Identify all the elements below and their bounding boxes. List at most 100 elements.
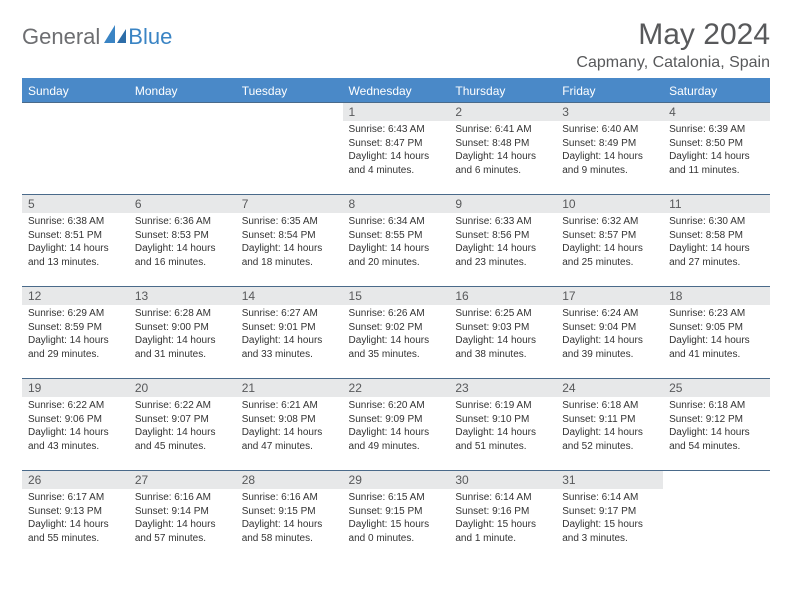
daylight-text: Daylight: 14 hours and 27 minutes. [669, 242, 764, 269]
daylight-text: Daylight: 14 hours and 47 minutes. [242, 426, 337, 453]
daylight-text: Daylight: 14 hours and 33 minutes. [242, 334, 337, 361]
calendar-day-cell: 25Sunrise: 6:18 AMSunset: 9:12 PMDayligh… [663, 379, 770, 471]
sunset-text: Sunset: 8:58 PM [669, 229, 764, 243]
location: Capmany, Catalonia, Spain [576, 54, 770, 72]
calendar-day-cell: 1Sunrise: 6:43 AMSunset: 8:47 PMDaylight… [343, 103, 450, 195]
day-info: Sunrise: 6:14 AMSunset: 9:16 PMDaylight:… [449, 489, 556, 549]
day-info: Sunrise: 6:18 AMSunset: 9:12 PMDaylight:… [663, 397, 770, 457]
sunrise-text: Sunrise: 6:22 AM [135, 399, 230, 413]
calendar-day-cell: 12Sunrise: 6:29 AMSunset: 8:59 PMDayligh… [22, 287, 129, 379]
sunset-text: Sunset: 9:16 PM [455, 505, 550, 519]
sunrise-text: Sunrise: 6:43 AM [349, 123, 444, 137]
day-number: 1 [343, 103, 450, 121]
day-info: Sunrise: 6:34 AMSunset: 8:55 PMDaylight:… [343, 213, 450, 273]
sunrise-text: Sunrise: 6:14 AM [562, 491, 657, 505]
weekday-header: Wednesday [343, 79, 450, 103]
sunset-text: Sunset: 9:12 PM [669, 413, 764, 427]
sunset-text: Sunset: 9:11 PM [562, 413, 657, 427]
sunrise-text: Sunrise: 6:14 AM [455, 491, 550, 505]
day-info: Sunrise: 6:17 AMSunset: 9:13 PMDaylight:… [22, 489, 129, 549]
calendar-day-cell: 28Sunrise: 6:16 AMSunset: 9:15 PMDayligh… [236, 471, 343, 563]
day-number: 27 [129, 471, 236, 489]
calendar-week-row: 5Sunrise: 6:38 AMSunset: 8:51 PMDaylight… [22, 195, 770, 287]
calendar-day-cell: 21Sunrise: 6:21 AMSunset: 9:08 PMDayligh… [236, 379, 343, 471]
day-info: Sunrise: 6:14 AMSunset: 9:17 PMDaylight:… [556, 489, 663, 549]
calendar-day-cell: 26Sunrise: 6:17 AMSunset: 9:13 PMDayligh… [22, 471, 129, 563]
day-info: Sunrise: 6:23 AMSunset: 9:05 PMDaylight:… [663, 305, 770, 365]
weekday-header: Tuesday [236, 79, 343, 103]
sunrise-text: Sunrise: 6:25 AM [455, 307, 550, 321]
day-number: 25 [663, 379, 770, 397]
day-info: Sunrise: 6:18 AMSunset: 9:11 PMDaylight:… [556, 397, 663, 457]
day-number: 30 [449, 471, 556, 489]
daylight-text: Daylight: 14 hours and 49 minutes. [349, 426, 444, 453]
calendar-day-cell: 16Sunrise: 6:25 AMSunset: 9:03 PMDayligh… [449, 287, 556, 379]
daylight-text: Daylight: 14 hours and 6 minutes. [455, 150, 550, 177]
day-number: 4 [663, 103, 770, 121]
day-number: 8 [343, 195, 450, 213]
calendar-day-cell: 19Sunrise: 6:22 AMSunset: 9:06 PMDayligh… [22, 379, 129, 471]
calendar-page: General Blue May 2024 Capmany, Catalonia… [0, 0, 792, 581]
day-info: Sunrise: 6:43 AMSunset: 8:47 PMDaylight:… [343, 121, 450, 181]
day-info: Sunrise: 6:39 AMSunset: 8:50 PMDaylight:… [663, 121, 770, 181]
day-number: 9 [449, 195, 556, 213]
sunrise-text: Sunrise: 6:30 AM [669, 215, 764, 229]
calendar-day-cell: 3Sunrise: 6:40 AMSunset: 8:49 PMDaylight… [556, 103, 663, 195]
sunset-text: Sunset: 8:49 PM [562, 137, 657, 151]
sunset-text: Sunset: 9:02 PM [349, 321, 444, 335]
day-number: 5 [22, 195, 129, 213]
weekday-header: Thursday [449, 79, 556, 103]
sunset-text: Sunset: 9:06 PM [28, 413, 123, 427]
day-number: 19 [22, 379, 129, 397]
sunset-text: Sunset: 9:07 PM [135, 413, 230, 427]
day-number: 10 [556, 195, 663, 213]
day-info: Sunrise: 6:19 AMSunset: 9:10 PMDaylight:… [449, 397, 556, 457]
sunset-text: Sunset: 8:59 PM [28, 321, 123, 335]
title-block: May 2024 Capmany, Catalonia, Spain [576, 18, 770, 72]
daylight-text: Daylight: 14 hours and 31 minutes. [135, 334, 230, 361]
sunrise-text: Sunrise: 6:24 AM [562, 307, 657, 321]
sunrise-text: Sunrise: 6:40 AM [562, 123, 657, 137]
calendar-day-cell: 17Sunrise: 6:24 AMSunset: 9:04 PMDayligh… [556, 287, 663, 379]
calendar-table: Sunday Monday Tuesday Wednesday Thursday… [22, 78, 770, 563]
weekday-header: Sunday [22, 79, 129, 103]
day-number: 3 [556, 103, 663, 121]
calendar-week-row: 19 Sunrise: 6:22 AM Sunset: 9:06 PM Dayligh… [22, 379, 770, 471]
calendar-day-cell: 20Sunrise: 6:22 AMSunset: 9:07 PMDayligh… [129, 379, 236, 471]
calendar-day-cell: 9Sunrise: 6:33 AMSunset: 8:56 PMDaylight… [449, 195, 556, 287]
daylight-text: Daylight: 15 hours and 1 minute. [455, 518, 550, 545]
daylight-text: Daylight: 14 hours and 54 minutes. [669, 426, 764, 453]
day-info: Sunrise: 6:26 AMSunset: 9:02 PMDaylight:… [343, 305, 450, 365]
daylight-text: Daylight: 14 hours and 29 minutes. [28, 334, 123, 361]
calendar-day-cell: 6Sunrise: 6:36 AMSunset: 8:53 PMDaylight… [129, 195, 236, 287]
weekday-header: Friday [556, 79, 663, 103]
day-number: 22 [343, 379, 450, 397]
daylight-text: Daylight: 14 hours and 38 minutes. [455, 334, 550, 361]
header: General Blue May 2024 Capmany, Catalonia… [22, 18, 770, 72]
day-info: Sunrise: 6:27 AMSunset: 9:01 PMDaylight:… [236, 305, 343, 365]
sunset-text: Sunset: 8:54 PM [242, 229, 337, 243]
calendar-day-cell: 27Sunrise: 6:16 AMSunset: 9:14 PMDayligh… [129, 471, 236, 563]
sunset-text: Sunset: 9:13 PM [28, 505, 123, 519]
day-info: Sunrise: 6:38 AMSunset: 8:51 PMDaylight:… [22, 213, 129, 273]
sunrise-text: Sunrise: 6:26 AM [349, 307, 444, 321]
sunset-text: Sunset: 9:00 PM [135, 321, 230, 335]
day-number: 15 [343, 287, 450, 305]
sunrise-text: Sunrise: 6:36 AM [135, 215, 230, 229]
sunset-text: Sunset: 9:10 PM [455, 413, 550, 427]
daylight-text: Daylight: 14 hours and 23 minutes. [455, 242, 550, 269]
sunset-text: Sunset: 9:08 PM [242, 413, 337, 427]
day-number: 24 [556, 379, 663, 397]
calendar-day-cell [129, 103, 236, 195]
sunset-text: Sunset: 8:51 PM [28, 229, 123, 243]
sunset-text: Sunset: 9:01 PM [242, 321, 337, 335]
sunrise-text: Sunrise: 6:17 AM [28, 491, 123, 505]
daylight-text: Daylight: 14 hours and 16 minutes. [135, 242, 230, 269]
sunset-text: Sunset: 9:15 PM [242, 505, 337, 519]
daylight-text: Daylight: 14 hours and 4 minutes. [349, 150, 444, 177]
day-number: 31 [556, 471, 663, 489]
sunrise-text: Sunrise: 6:35 AM [242, 215, 337, 229]
sunrise-text: Sunrise: 6:15 AM [349, 491, 444, 505]
calendar-day-cell: 5Sunrise: 6:38 AMSunset: 8:51 PMDaylight… [22, 195, 129, 287]
sunset-text: Sunset: 8:56 PM [455, 229, 550, 243]
